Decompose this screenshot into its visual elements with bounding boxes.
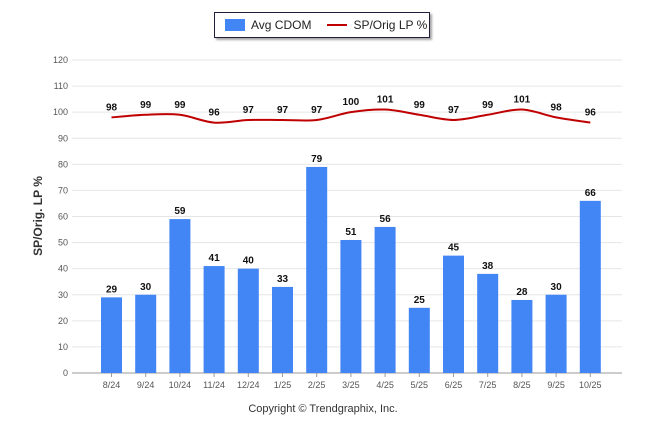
bar [203, 266, 225, 373]
bar-data-label: 56 [380, 214, 392, 225]
line-data-label: 100 [343, 97, 360, 108]
y-tick-label: 120 [53, 55, 68, 65]
legend-label-sp-orig: SP/Orig LP % [353, 18, 428, 32]
y-tick-label: 20 [58, 316, 68, 326]
bar [443, 255, 464, 373]
bar-data-label: 66 [585, 188, 597, 199]
legend-label-avg-cdom: Avg CDOM [251, 18, 312, 32]
bar [374, 226, 396, 373]
bar-data-label: 29 [106, 284, 118, 295]
x-tick-label: 11/24 [203, 380, 225, 390]
bar [101, 297, 122, 373]
bar [579, 200, 601, 373]
x-tick-label: 3/25 [342, 380, 360, 390]
bar [545, 294, 567, 373]
legend-item-sp-orig: SP/Orig LP % [311, 18, 427, 32]
bar-data-label: 40 [243, 256, 255, 267]
y-tick-label: 30 [58, 290, 68, 300]
y-tick-label: 110 [54, 81, 68, 91]
bar-data-label: 38 [482, 261, 494, 272]
bar-data-label: 51 [345, 227, 357, 238]
line-data-label: 97 [311, 105, 323, 116]
bar [169, 219, 191, 373]
x-tick-label: 7/25 [479, 380, 497, 390]
bar-data-label: 59 [174, 206, 186, 217]
bar [477, 273, 499, 373]
line-data-label: 101 [377, 95, 394, 106]
bar-data-label: 25 [414, 295, 426, 306]
y-tick-label: 90 [58, 133, 68, 143]
y-tick-label: 70 [58, 185, 68, 195]
x-tick-label: 6/25 [445, 380, 463, 390]
bar-data-label: 30 [551, 282, 563, 293]
x-tick-label: 5/25 [411, 380, 429, 390]
x-tick-label: 9/24 [137, 380, 155, 390]
y-tick-label: 60 [58, 212, 68, 222]
bar-data-label: 45 [448, 243, 460, 254]
line-data-label: 99 [140, 100, 152, 111]
legend-item-avg-cdom: Avg CDOM [215, 18, 311, 32]
x-tick-label: 1/25 [274, 380, 292, 390]
x-tick-label: 8/24 [103, 380, 121, 390]
bar-data-label: 79 [311, 154, 323, 165]
y-tick-label: 0 [63, 368, 68, 378]
bar [340, 239, 362, 373]
copyright-text: Copyright © Trendgraphix, Inc. [248, 403, 398, 415]
bar [306, 166, 328, 373]
legend: Avg CDOM SP/Orig LP % [214, 12, 430, 38]
y-tick-label: 100 [53, 107, 68, 117]
bar [511, 299, 533, 373]
x-tick-label: 8/25 [513, 380, 531, 390]
legend-bar-swatch [225, 19, 245, 31]
line-data-label: 99 [482, 100, 494, 111]
x-tick-label: 10/25 [579, 380, 602, 390]
bar-data-label: 28 [516, 287, 528, 298]
bar-data-label: 33 [277, 274, 289, 285]
legend-line-swatch [327, 24, 348, 26]
y-tick-label: 50 [58, 238, 68, 248]
bar [408, 307, 430, 373]
x-tick-label: 2/25 [308, 380, 326, 390]
line-data-label: 97 [243, 105, 255, 116]
bar-data-label: 41 [209, 253, 221, 264]
line-data-label: 96 [585, 108, 597, 119]
bar [272, 286, 293, 373]
x-tick-label: 9/25 [547, 380, 565, 390]
y-tick-label: 40 [58, 264, 68, 274]
line-data-label: 98 [551, 102, 563, 113]
line-data-label: 97 [448, 105, 460, 116]
x-tick-label: 10/24 [169, 380, 192, 390]
x-tick-label: 4/25 [376, 380, 394, 390]
y-tick-label: 10 [58, 342, 68, 352]
line-data-label: 99 [414, 100, 426, 111]
bar [237, 268, 259, 373]
line-data-label: 98 [106, 102, 118, 113]
y-tick-label: 80 [58, 159, 68, 169]
bar [135, 294, 157, 373]
x-tick-label: 12/24 [237, 380, 260, 390]
line-data-label: 99 [174, 100, 186, 111]
line-data-label: 96 [209, 108, 221, 119]
line-data-label: 101 [514, 95, 531, 106]
bar-data-label: 30 [140, 282, 152, 293]
line-data-label: 97 [277, 105, 289, 116]
line-series-sp-orig [111, 108, 591, 124]
